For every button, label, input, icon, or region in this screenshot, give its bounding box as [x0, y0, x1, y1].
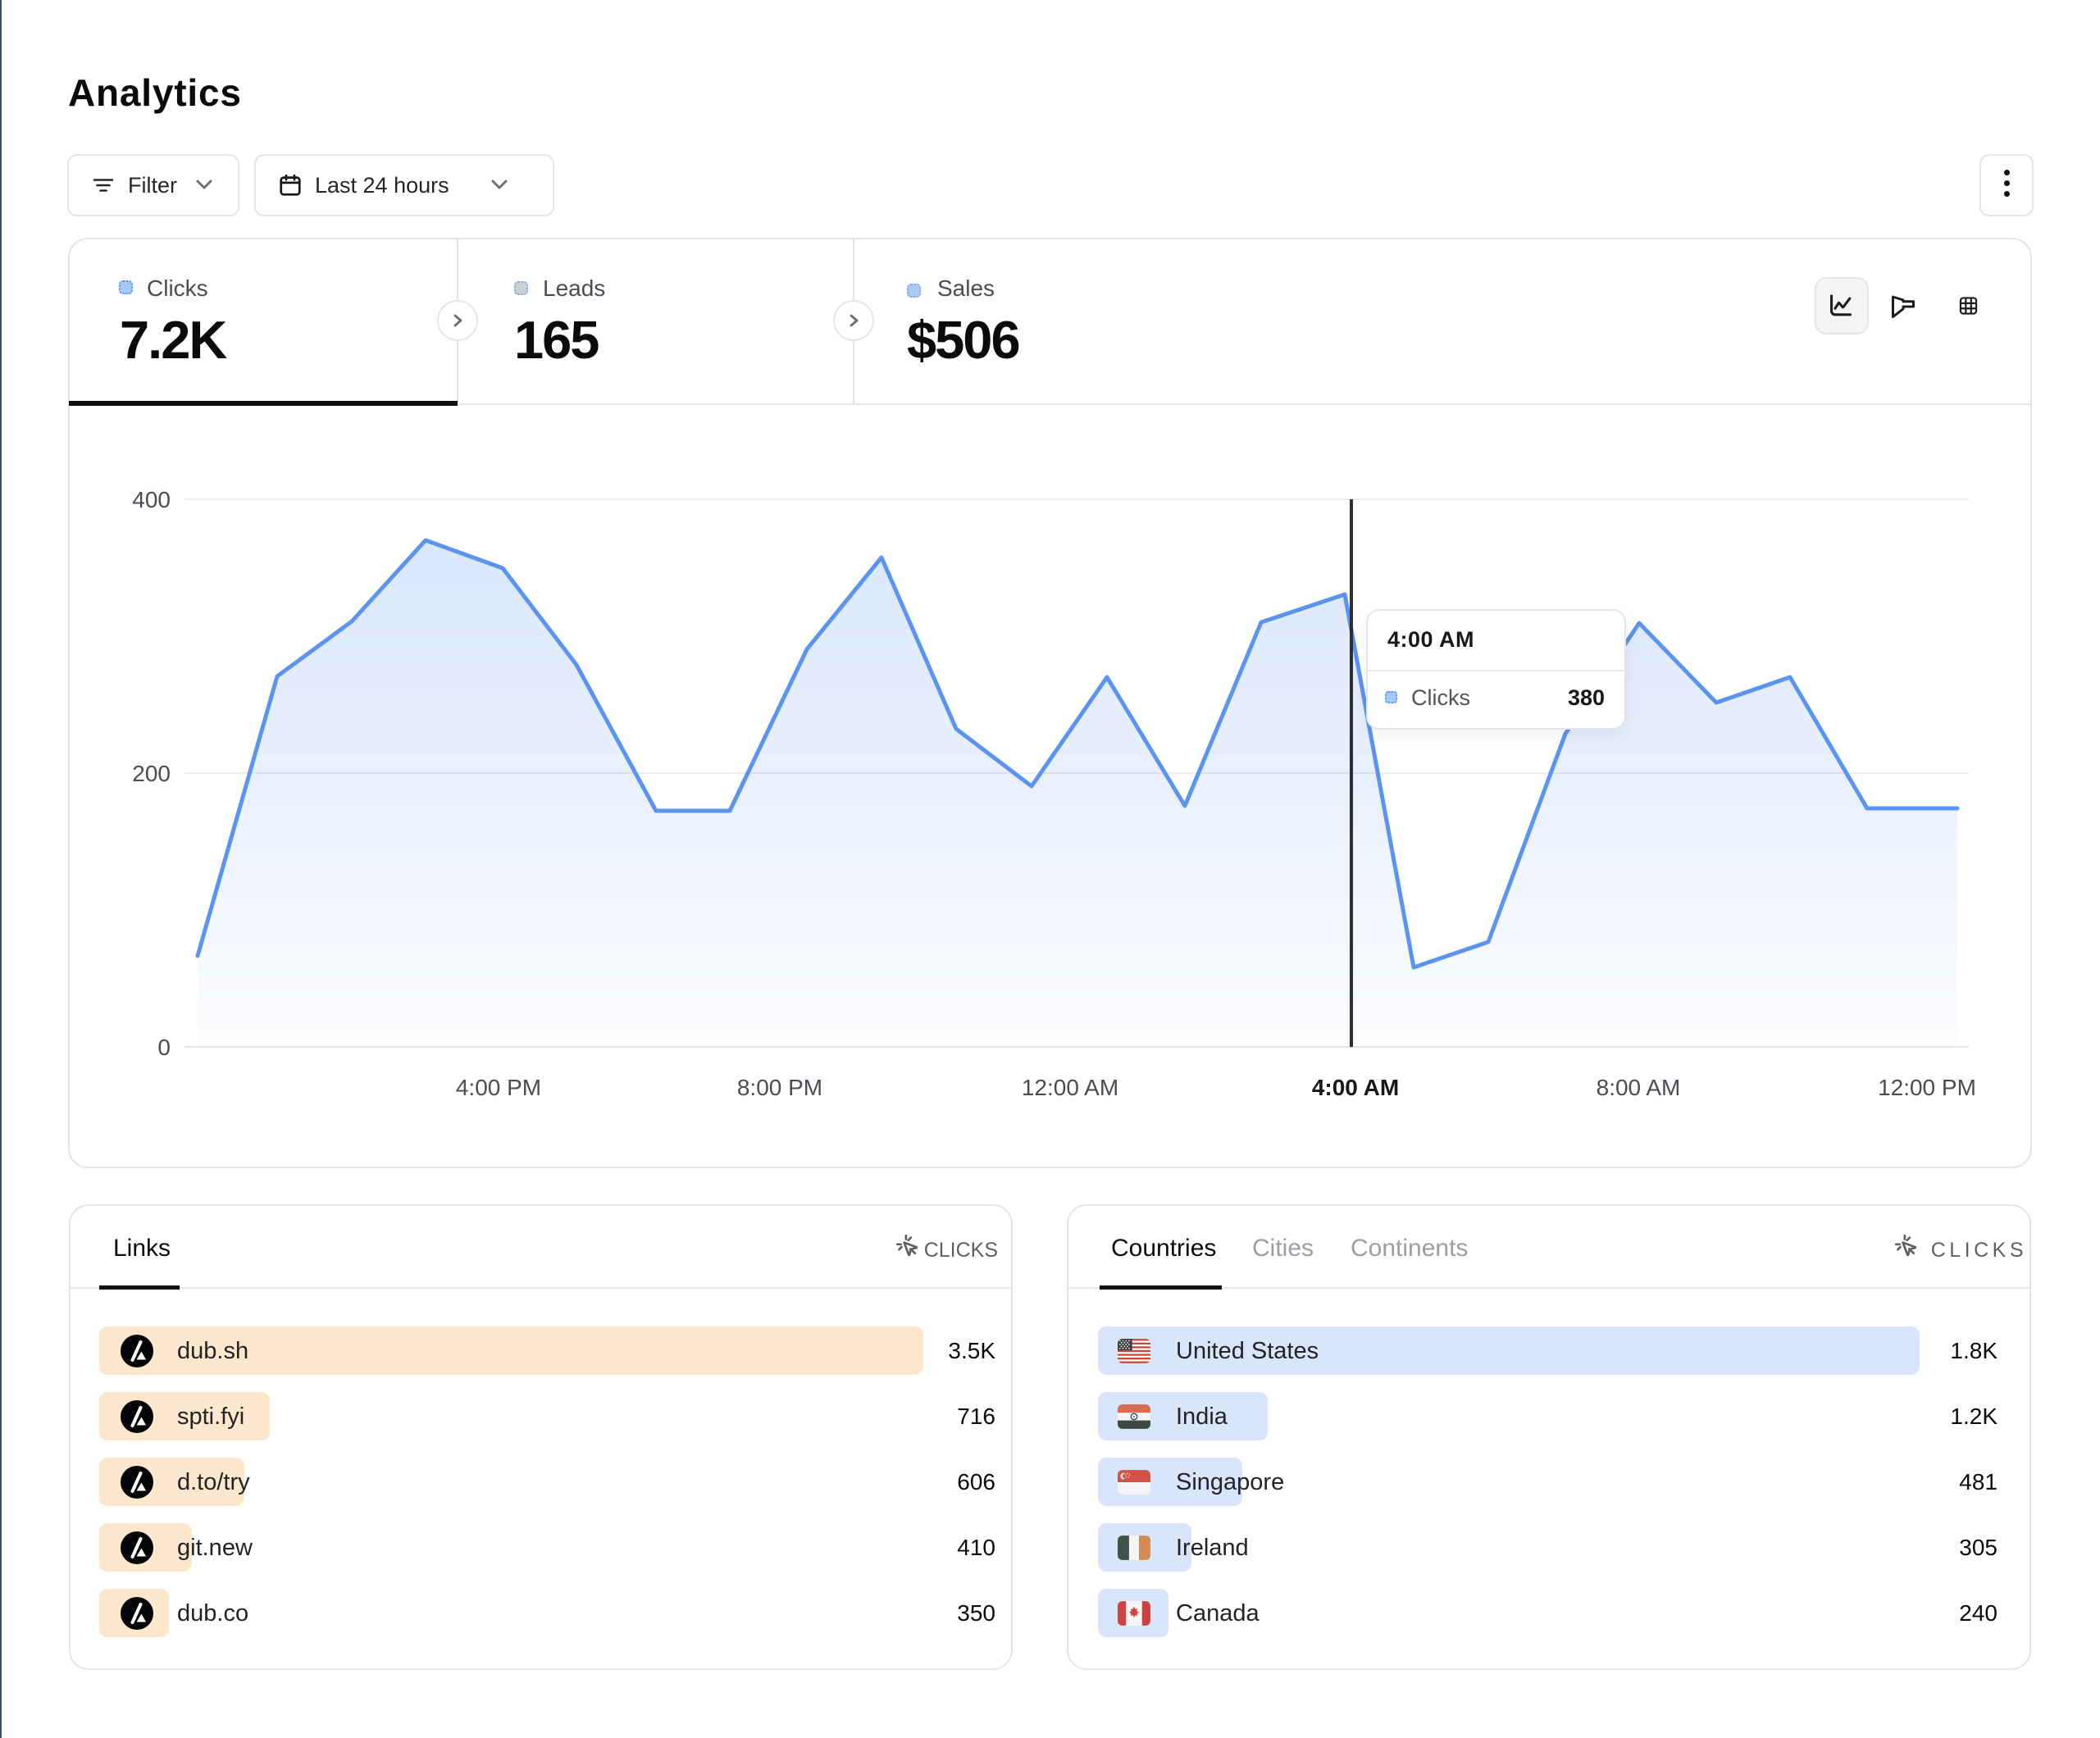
svg-text:4:00 PM: 4:00 PM [456, 1075, 541, 1100]
svg-text:8:00 PM: 8:00 PM [737, 1075, 822, 1100]
svg-text:12:00 AM: 12:00 AM [1022, 1075, 1118, 1100]
svg-text:200: 200 [132, 761, 171, 786]
svg-text:4:00 AM: 4:00 AM [1312, 1075, 1399, 1100]
svg-text:12:00 PM: 12:00 PM [1878, 1075, 1976, 1100]
svg-text:0: 0 [157, 1035, 171, 1060]
svg-text:400: 400 [132, 487, 171, 512]
svg-text:8:00 AM: 8:00 AM [1597, 1075, 1681, 1100]
